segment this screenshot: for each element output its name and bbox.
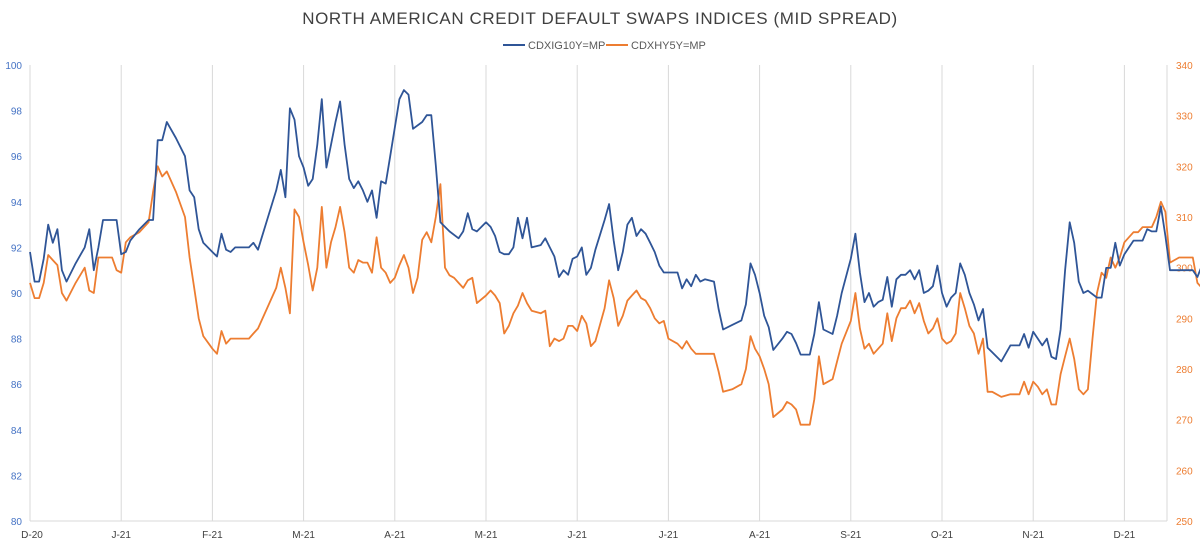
right-tick-label: 250 — [1176, 517, 1193, 528]
right-tick-label: 290 — [1176, 314, 1193, 325]
left-tick-label: 86 — [11, 380, 23, 391]
x-tick-label: J-21 — [567, 530, 587, 541]
x-tick-label: N-21 — [1022, 530, 1044, 541]
legend: CDXIG10Y=MP CDXHY5Y=MP — [503, 40, 706, 52]
right-tick-label: 340 — [1176, 61, 1193, 72]
left-axis-ticks: 80 82 84 86 88 90 92 94 96 98 100 — [5, 61, 22, 528]
x-tick-label: A-21 — [749, 530, 771, 541]
legend-label-hy: CDXHY5Y=MP — [631, 40, 706, 52]
x-tick-label: S-21 — [840, 530, 862, 541]
left-tick-label: 82 — [11, 471, 23, 482]
series-layer: 93307 — [29, 89, 1200, 426]
vertical-gridlines — [29, 65, 1168, 521]
left-tick-label: 80 — [11, 517, 23, 528]
right-tick-label: 270 — [1176, 416, 1193, 427]
right-axis-ticks: 250 260 270 280 290 300 310 320 330 340 — [1176, 61, 1193, 528]
right-tick-label: 280 — [1176, 365, 1193, 376]
series-line-cdxig10y — [29, 89, 1200, 363]
x-tick-label: M-21 — [292, 530, 315, 541]
left-tick-label: 96 — [11, 152, 23, 163]
left-tick-label: 90 — [11, 289, 23, 300]
x-tick-label: M-21 — [475, 530, 498, 541]
right-tick-label: 330 — [1176, 112, 1193, 123]
left-tick-label: 100 — [5, 61, 22, 72]
right-tick-label: 310 — [1176, 213, 1193, 224]
series-line-cdxhy5y — [29, 165, 1200, 426]
x-tick-label: J-21 — [659, 530, 679, 541]
right-tick-label: 300 — [1176, 264, 1193, 275]
right-tick-label: 260 — [1176, 466, 1193, 477]
x-tick-label: F-21 — [202, 530, 223, 541]
chart-title: NORTH AMERICAN CREDIT DEFAULT SWAPS INDI… — [302, 9, 898, 28]
x-tick-label: D-21 — [1114, 530, 1136, 541]
left-tick-label: 98 — [11, 107, 23, 118]
right-tick-label: 320 — [1176, 162, 1193, 173]
left-tick-label: 94 — [11, 198, 23, 209]
left-tick-label: 92 — [11, 243, 23, 254]
x-tick-label: J-21 — [111, 530, 131, 541]
x-axis-ticks: D-20 J-21 F-21 M-21 A-21 M-21 J-21 J-21 A-21 S-21… — [21, 530, 1136, 541]
x-tick-label: D-20 — [21, 530, 43, 541]
left-tick-label: 84 — [11, 426, 23, 437]
legend-label-ig: CDXIG10Y=MP — [528, 40, 605, 52]
left-tick-label: 88 — [11, 335, 23, 346]
x-tick-label: O-21 — [931, 530, 954, 541]
x-tick-label: A-21 — [384, 530, 406, 541]
